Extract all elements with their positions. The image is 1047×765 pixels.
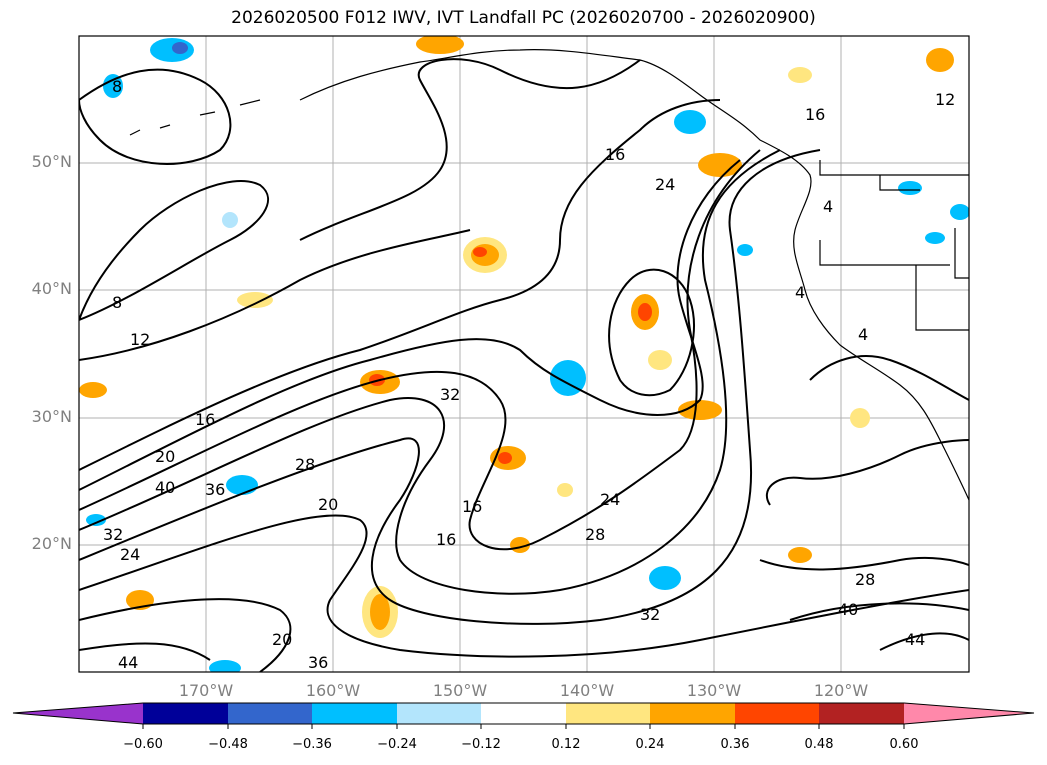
colorbar bbox=[12, 702, 1035, 729]
blob-positive bbox=[237, 292, 273, 308]
blob-negative bbox=[649, 566, 681, 590]
colorbar-segment bbox=[397, 703, 481, 724]
contour-label: 24 bbox=[600, 490, 620, 509]
blob-positive bbox=[370, 594, 390, 630]
contour-label: 32 bbox=[640, 605, 660, 624]
contour-label: 28 bbox=[295, 455, 315, 474]
colorbar-tick-label: 0.60 bbox=[889, 737, 919, 752]
contour-label: 4 bbox=[795, 283, 805, 302]
ivt-contours bbox=[79, 58, 969, 672]
contour-label: 12 bbox=[935, 90, 955, 109]
contour-label: 16 bbox=[605, 145, 625, 164]
blob-positive bbox=[788, 67, 812, 83]
colorbar-extend-right bbox=[904, 703, 1034, 724]
contour-label-group: 8 8 12 12 16 16 16 16 16 20 20 20 24 24 … bbox=[103, 77, 955, 672]
colorbar-tick-label: 0.36 bbox=[720, 737, 750, 752]
coastlines bbox=[129, 49, 969, 501]
contour-label: 16 bbox=[436, 530, 456, 549]
contour-label: 8 bbox=[112, 77, 122, 96]
contour-label: 32 bbox=[440, 385, 460, 404]
contour-label: 20 bbox=[318, 495, 338, 514]
lon-label: 170°W bbox=[178, 681, 234, 700]
blob-positive bbox=[557, 483, 573, 497]
contour-label: 40 bbox=[155, 478, 175, 497]
blob-negative bbox=[550, 360, 586, 396]
contour-label: 28 bbox=[855, 570, 875, 589]
lat-label: 20°N bbox=[31, 534, 72, 553]
contour-label: 20 bbox=[155, 447, 175, 466]
colorbar-tick-label: −0.48 bbox=[208, 737, 248, 752]
contour-label: 24 bbox=[655, 175, 675, 194]
blob-positive bbox=[788, 547, 812, 563]
lon-label: 150°W bbox=[432, 681, 488, 700]
contour-label: 44 bbox=[118, 653, 138, 672]
contour-label: 20 bbox=[272, 630, 292, 649]
lon-label: 130°W bbox=[686, 681, 742, 700]
map-frame bbox=[78, 35, 970, 673]
blob-positive bbox=[416, 36, 464, 54]
blob-negative bbox=[898, 181, 922, 195]
blob-positive bbox=[79, 382, 107, 398]
blob-negative bbox=[103, 74, 123, 98]
blob-positive bbox=[638, 303, 652, 321]
contour-label: 36 bbox=[205, 480, 225, 499]
blob-negative bbox=[674, 110, 706, 134]
contour-label: 28 bbox=[585, 525, 605, 544]
colorbar-segment bbox=[819, 703, 904, 724]
blob-negative bbox=[950, 204, 969, 220]
colorbar-segment bbox=[481, 703, 566, 724]
contour-label: 8 bbox=[112, 293, 122, 312]
blob-positive bbox=[926, 48, 954, 72]
blob-negative bbox=[226, 475, 258, 495]
contour-label: 40 bbox=[838, 600, 858, 619]
blob-negative bbox=[737, 244, 753, 256]
contour-label: 12 bbox=[130, 330, 150, 349]
contour-label: 16 bbox=[462, 497, 482, 516]
blob-negative bbox=[86, 514, 106, 526]
lon-label: 140°W bbox=[559, 681, 615, 700]
shading-blobs bbox=[79, 36, 969, 672]
contour-label: 44 bbox=[905, 630, 925, 649]
contour-label: 32 bbox=[103, 525, 123, 544]
colorbar-segment bbox=[312, 703, 397, 724]
colorbar-tick-label: 0.24 bbox=[635, 737, 665, 752]
blob-positive bbox=[850, 408, 870, 428]
blob-negative bbox=[172, 42, 188, 54]
colorbar-segment bbox=[228, 703, 312, 724]
lat-label: 30°N bbox=[31, 407, 72, 426]
chart-title: 2026020500 F012 IWV, IVT Landfall PC (20… bbox=[231, 8, 816, 28]
contour-label: 16 bbox=[195, 410, 215, 429]
contour-label: 4 bbox=[858, 325, 868, 344]
lon-label: 120°W bbox=[813, 681, 869, 700]
blob-positive bbox=[473, 247, 487, 257]
colorbar-tick-label: −0.24 bbox=[377, 737, 417, 752]
blob-positive bbox=[698, 153, 742, 177]
contour-label: 16 bbox=[805, 105, 825, 124]
blob-positive bbox=[648, 350, 672, 370]
colorbar-segment bbox=[650, 703, 735, 724]
contour-label: 36 bbox=[308, 653, 328, 672]
colorbar-tick-label: 0.48 bbox=[804, 737, 834, 752]
colorbar-segment bbox=[143, 703, 228, 724]
blob-negative bbox=[925, 232, 945, 244]
lon-label: 160°W bbox=[305, 681, 361, 700]
colorbar-tick-label: 0.12 bbox=[551, 737, 581, 752]
colorbar-extend-left bbox=[13, 703, 143, 724]
contour-label: 4 bbox=[823, 197, 833, 216]
contour-label: 24 bbox=[120, 545, 140, 564]
colorbar-segment bbox=[566, 703, 650, 724]
blob-positive bbox=[678, 400, 722, 420]
colorbar-tick-label: −0.36 bbox=[292, 737, 332, 752]
lat-label: 40°N bbox=[31, 279, 72, 298]
colorbar-tick-label: −0.60 bbox=[123, 737, 163, 752]
blob-positive bbox=[498, 452, 512, 464]
blob-negative bbox=[209, 660, 241, 672]
lat-label: 50°N bbox=[31, 152, 72, 171]
colorbar-tick-label: −0.12 bbox=[461, 737, 501, 752]
colorbar-segment bbox=[735, 703, 819, 724]
blob-negative bbox=[222, 212, 238, 228]
